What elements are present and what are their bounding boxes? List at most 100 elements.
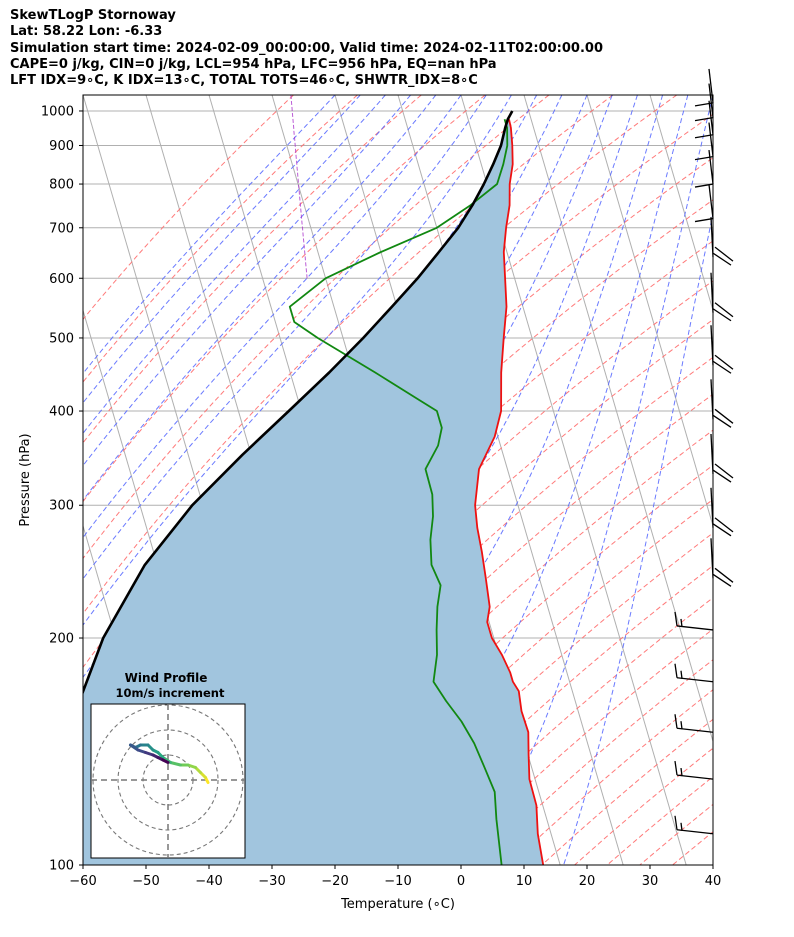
wind-barb [674,815,714,835]
parcel-line [83,110,514,696]
y-tick-label: 800 [49,178,74,193]
cape-fill [83,111,544,865]
wind-barb-flag [714,567,734,583]
wind-barb [710,433,734,483]
y-tick-label: 700 [49,221,74,236]
x-tick-label: 30 [642,874,659,889]
dry-adiabat [508,689,713,865]
y-tick-label: 900 [49,139,74,154]
wind-barb-shaft [676,727,714,733]
wind-barb-flag [714,246,734,262]
title-line-times: Simulation start time: 2024-02-09_00:00:… [10,40,603,56]
wind-barb [674,760,714,780]
wind-barb-shaft [708,122,714,157]
wind-barb-flag [712,252,732,266]
moist-adiabat [359,95,689,865]
y-tick-label: 200 [49,632,74,647]
dewpoint-line [288,119,509,865]
isotherm-line [523,95,713,744]
moist-adiabat [83,95,411,467]
x-tick-label: 20 [579,874,596,889]
wind-barb-shaft [676,677,714,683]
wind-barb [694,83,714,122]
hodograph-segment [161,758,170,764]
temperature-line [474,119,545,865]
isotherm-line [712,95,713,97]
moist-adiabat [563,211,713,865]
chart-title: SkewTLogP Stornoway Lat: 58.22 Lon: -6.3… [10,8,603,89]
wind-barb [710,487,734,537]
wind-barb-flag [712,469,732,483]
wind-barb-shaft [676,625,714,631]
wind-barb-flag [714,463,734,479]
wind-barb-shaft [708,149,714,185]
moist-adiabat [252,95,664,865]
x-tick-label: −60 [69,874,96,889]
dry-adiabat [541,718,713,865]
x-tick-label: −30 [258,874,285,889]
dry-adiabat [215,393,713,865]
x-tick-label: 10 [516,874,533,889]
wind-barb [710,272,734,322]
wind-barb-flag [694,155,714,161]
dry-adiabat [574,747,713,865]
wind-barb-flag [694,116,714,122]
hodograph-inset: Wind Profile 10m/s increment [90,671,246,859]
x-tick-label: −40 [195,874,222,889]
wind-barb [674,611,714,631]
y-tick-label: 600 [49,272,74,287]
moist-adiabat [473,95,713,865]
wind-barb-shaft [708,83,714,118]
hodograph-title: Wind Profile [125,671,208,685]
dry-adiabat [83,95,614,615]
isotherm-line [586,95,713,528]
dry-adiabat [639,803,713,865]
moist-adiabat [83,95,361,404]
wind-barb-flag [674,714,678,729]
y-tick-label: 1000 [41,104,74,119]
mixing-ratio-line [290,95,308,279]
dry-adiabat [83,95,294,321]
dry-adiabat [247,429,713,865]
moist-adiabat [83,95,336,375]
axes: −60 −50 −40 −30 −20 −10 0 10 20 30 40 100 200 300 400 5… [41,104,721,889]
wind-barb-flag [712,523,732,537]
dry-adiabat [606,776,713,865]
y-tick-label: 400 [49,405,74,420]
wind-barb [674,663,714,683]
wind-barb-flag [674,815,678,830]
dry-adiabat [83,95,422,444]
wind-barb-flag [680,721,683,730]
wind-barb-flag [674,663,678,678]
hodograph-subtitle: 10m/s increment [116,686,225,700]
wind-barb-flag [714,408,734,424]
wind-barb-flag [714,302,734,318]
wind-barb [694,184,714,223]
x-tick-label: −10 [384,874,411,889]
profile-lines [83,110,545,865]
title-line-location: Lat: 58.22 Lon: -6.33 [10,24,163,40]
title-line-indices: LFT IDX=9∘C, K IDX=13∘C, TOTAL TOTS=46∘C… [10,73,478,89]
hodograph-segment [129,743,140,752]
wind-barb [710,217,734,266]
wind-barb-flag [694,134,714,139]
wind-barb-flag [712,308,732,322]
wind-barb-flag [712,573,732,587]
title-line-station: SkewTLogP Stornoway [10,8,176,23]
wind-barb-flag [694,217,714,223]
wind-barb [710,538,734,587]
wind-barb-flag [694,102,714,107]
wind-barb [710,325,734,374]
dry-adiabat [672,831,713,865]
hodograph-segment [161,756,172,764]
y-tick-label: 300 [49,499,74,514]
wind-barb-flag [680,670,683,679]
x-tick-label: −20 [321,874,348,889]
wind-barb [674,714,714,733]
wind-barb-flag [680,618,683,628]
wind-barb-flag [712,414,732,428]
moist-adiabat [83,95,512,626]
wind-barb-flag [680,822,683,831]
hodograph-segment [169,761,182,767]
